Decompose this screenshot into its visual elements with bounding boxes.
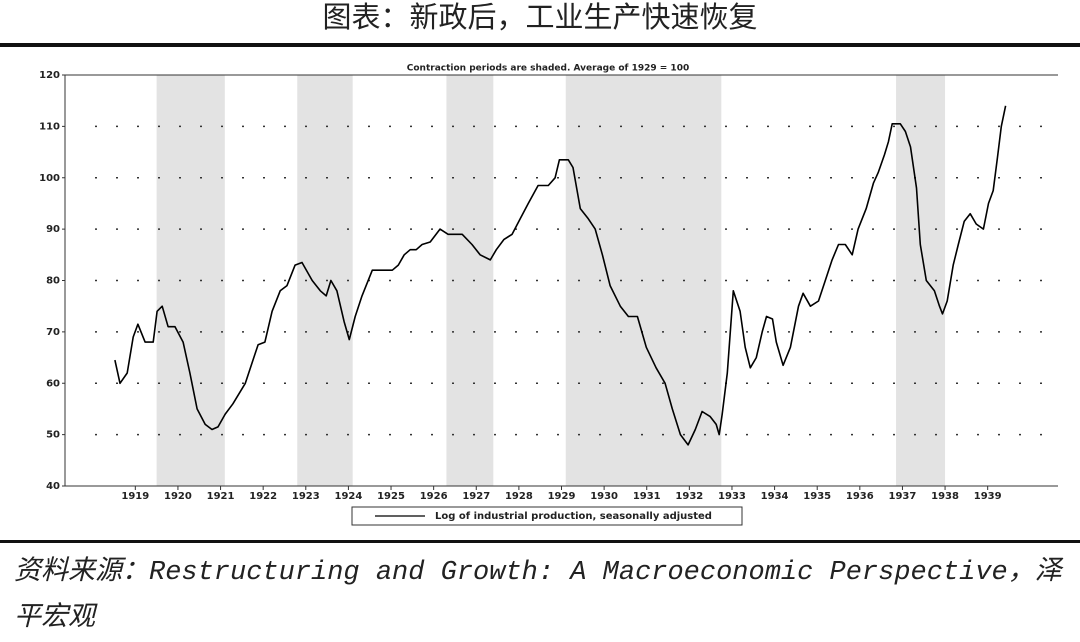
y-tick-label: 100 [39, 173, 60, 184]
shaded-period [896, 75, 946, 486]
x-tick-label: 1938 [931, 491, 959, 502]
y-tick-label: 40 [46, 481, 60, 492]
y-tick-label: 50 [46, 430, 60, 441]
x-tick-label: 1934 [761, 491, 789, 502]
plot-frame [64, 74, 1058, 487]
source-note: 资料来源：Restructuring and Growth: A Macroec… [14, 558, 1062, 634]
y-tick-label: 60 [46, 378, 60, 389]
x-tick-label: 1919 [121, 491, 149, 502]
shaded-period [156, 75, 225, 486]
x-tick-label: 1939 [974, 491, 1002, 502]
x-tick-label: 1931 [633, 491, 661, 502]
x-tick-label: 1921 [207, 491, 235, 502]
series-line [114, 105, 1007, 446]
source-rule [0, 540, 1080, 543]
y-tick-label: 70 [46, 327, 60, 338]
chart-title: 图表：新政后，工业生产快速恢复 [322, 0, 757, 34]
chart-subtitle: Contraction periods are shaded. Average … [407, 64, 689, 74]
y-tick-label: 90 [46, 224, 60, 235]
shaded-period [565, 75, 722, 486]
x-tick-label: 1927 [462, 491, 490, 502]
x-tick-label: 1920 [164, 491, 192, 502]
x-tick-label: 1929 [548, 491, 576, 502]
legend-label: Log of industrial production, seasonally… [435, 511, 712, 522]
y-tick-label: 120 [39, 70, 60, 81]
chart: 图表：新政后，工业生产快速恢复 Contraction periods are … [0, 0, 1080, 543]
x-tick-label: 1930 [590, 491, 618, 502]
x-tick-label: 1922 [249, 491, 277, 502]
y-tick-label: 80 [46, 276, 60, 287]
x-tick-label: 1935 [803, 491, 831, 502]
x-tick-label: 1932 [675, 491, 703, 502]
x-tick-label: 1924 [334, 491, 362, 502]
legend-box [351, 506, 743, 526]
x-tick-label: 1928 [505, 491, 533, 502]
shaded-period [446, 75, 494, 486]
x-tick-label: 1925 [377, 491, 405, 502]
x-tick-label: 1923 [292, 491, 320, 502]
x-tick-label: 1926 [420, 491, 448, 502]
x-tick-label: 1936 [846, 491, 874, 502]
x-tick-label: 1937 [889, 491, 917, 502]
x-tick-label: 1933 [718, 491, 746, 502]
title-rule [0, 43, 1080, 47]
y-tick-label: 110 [39, 121, 60, 132]
